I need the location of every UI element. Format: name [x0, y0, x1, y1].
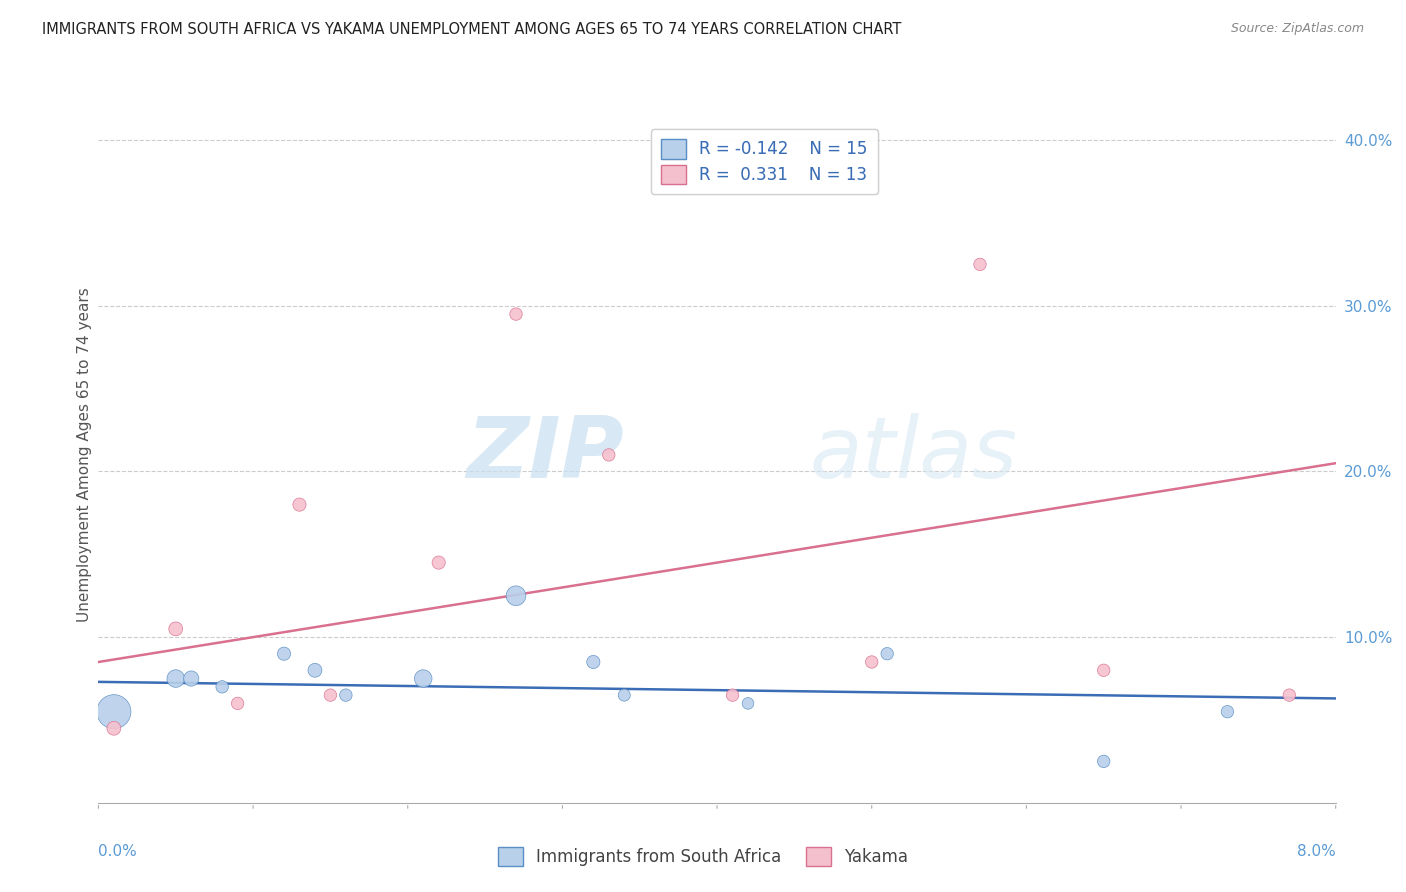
- Text: atlas: atlas: [810, 413, 1018, 497]
- Point: [180, 672, 202, 686]
- Text: 0.0%: 0.0%: [98, 844, 138, 859]
- Point: [165, 672, 187, 686]
- Point: [1092, 755, 1115, 769]
- Y-axis label: Unemployment Among Ages 65 to 74 years: Unemployment Among Ages 65 to 74 years: [77, 287, 91, 623]
- Point: [103, 705, 125, 719]
- Point: [860, 655, 883, 669]
- Point: [613, 688, 636, 702]
- Point: [304, 663, 326, 677]
- Point: [103, 721, 125, 735]
- Point: [335, 688, 357, 702]
- Point: [598, 448, 620, 462]
- Point: [737, 697, 759, 711]
- Point: [427, 556, 450, 570]
- Point: [1216, 705, 1239, 719]
- Point: [288, 498, 311, 512]
- Text: Source: ZipAtlas.com: Source: ZipAtlas.com: [1230, 22, 1364, 36]
- Point: [969, 257, 991, 271]
- Point: [582, 655, 605, 669]
- Point: [412, 672, 434, 686]
- Point: [226, 697, 249, 711]
- Point: [721, 688, 744, 702]
- Point: [165, 622, 187, 636]
- Point: [876, 647, 898, 661]
- Text: 8.0%: 8.0%: [1296, 844, 1336, 859]
- Point: [319, 688, 342, 702]
- Legend: Immigrants from South Africa, Yakama: Immigrants from South Africa, Yakama: [489, 838, 917, 875]
- Point: [505, 307, 527, 321]
- Point: [273, 647, 295, 661]
- Point: [505, 589, 527, 603]
- Text: IMMIGRANTS FROM SOUTH AFRICA VS YAKAMA UNEMPLOYMENT AMONG AGES 65 TO 74 YEARS CO: IMMIGRANTS FROM SOUTH AFRICA VS YAKAMA U…: [42, 22, 901, 37]
- Point: [1278, 688, 1301, 702]
- Legend: R = -0.142    N = 15, R =  0.331    N = 13: R = -0.142 N = 15, R = 0.331 N = 13: [651, 129, 877, 194]
- Point: [211, 680, 233, 694]
- Text: ZIP: ZIP: [467, 413, 624, 497]
- Point: [1092, 663, 1115, 677]
